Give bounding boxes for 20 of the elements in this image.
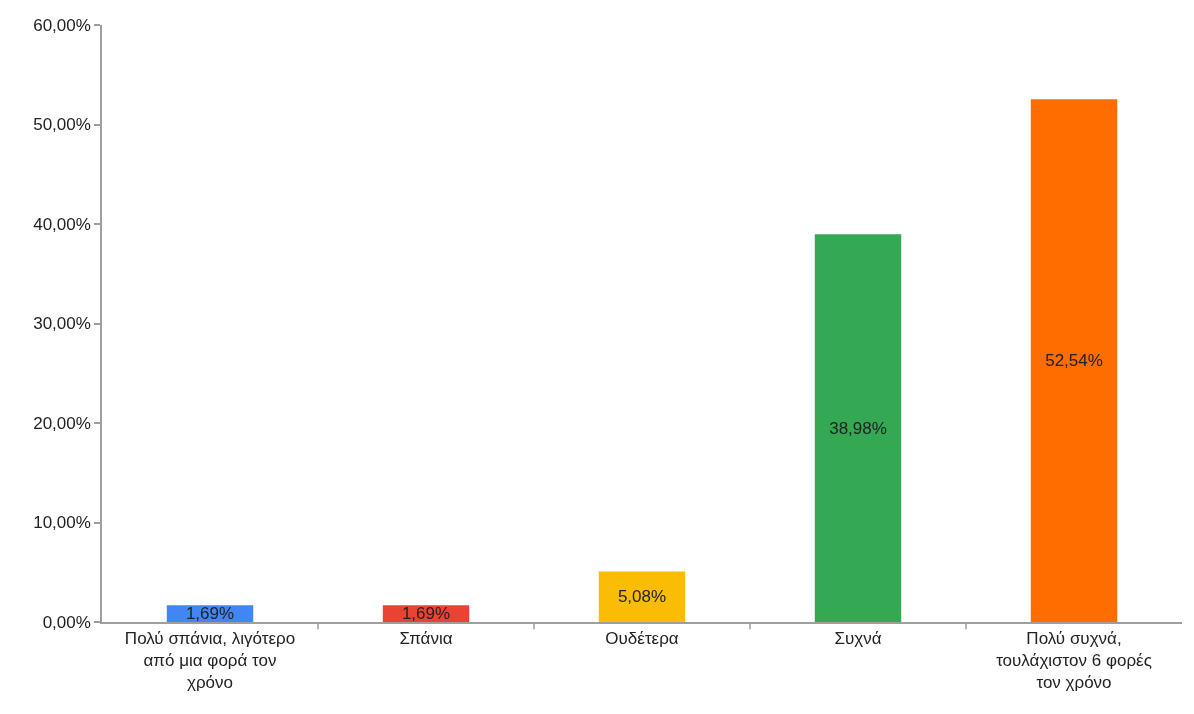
y-tick-label: 30,00% <box>33 314 91 334</box>
x-tick-label: Συχνά <box>834 629 882 649</box>
data-label: 38,98% <box>829 418 887 438</box>
x-tick-label: Πολύ συχνά, τουλάχιστον 6 φορές τον χρόνο <box>996 629 1152 693</box>
data-label: 52,54% <box>1045 351 1103 371</box>
data-label: 1,69% <box>401 604 451 624</box>
x-tick-label: Σπάνια <box>399 629 453 649</box>
bar <box>598 571 686 622</box>
y-tick-label: 50,00% <box>33 115 91 135</box>
data-label: 1,69% <box>185 604 235 624</box>
y-tick-label: 60,00% <box>33 15 91 35</box>
x-tick-label: Πολύ σπάνια, λιγότερο από μια φορά τον χρόνο <box>124 629 296 693</box>
y-tick-label: 40,00% <box>33 214 91 234</box>
y-tick-label: 20,00% <box>33 413 91 433</box>
x-tick-label: Ουδέτερα <box>605 629 679 649</box>
y-tick-label: 10,00% <box>33 513 91 533</box>
y-tick-label: 0,00% <box>42 612 91 632</box>
bar <box>814 234 902 622</box>
data-label: 5,08% <box>617 587 667 607</box>
bar <box>1030 99 1118 622</box>
